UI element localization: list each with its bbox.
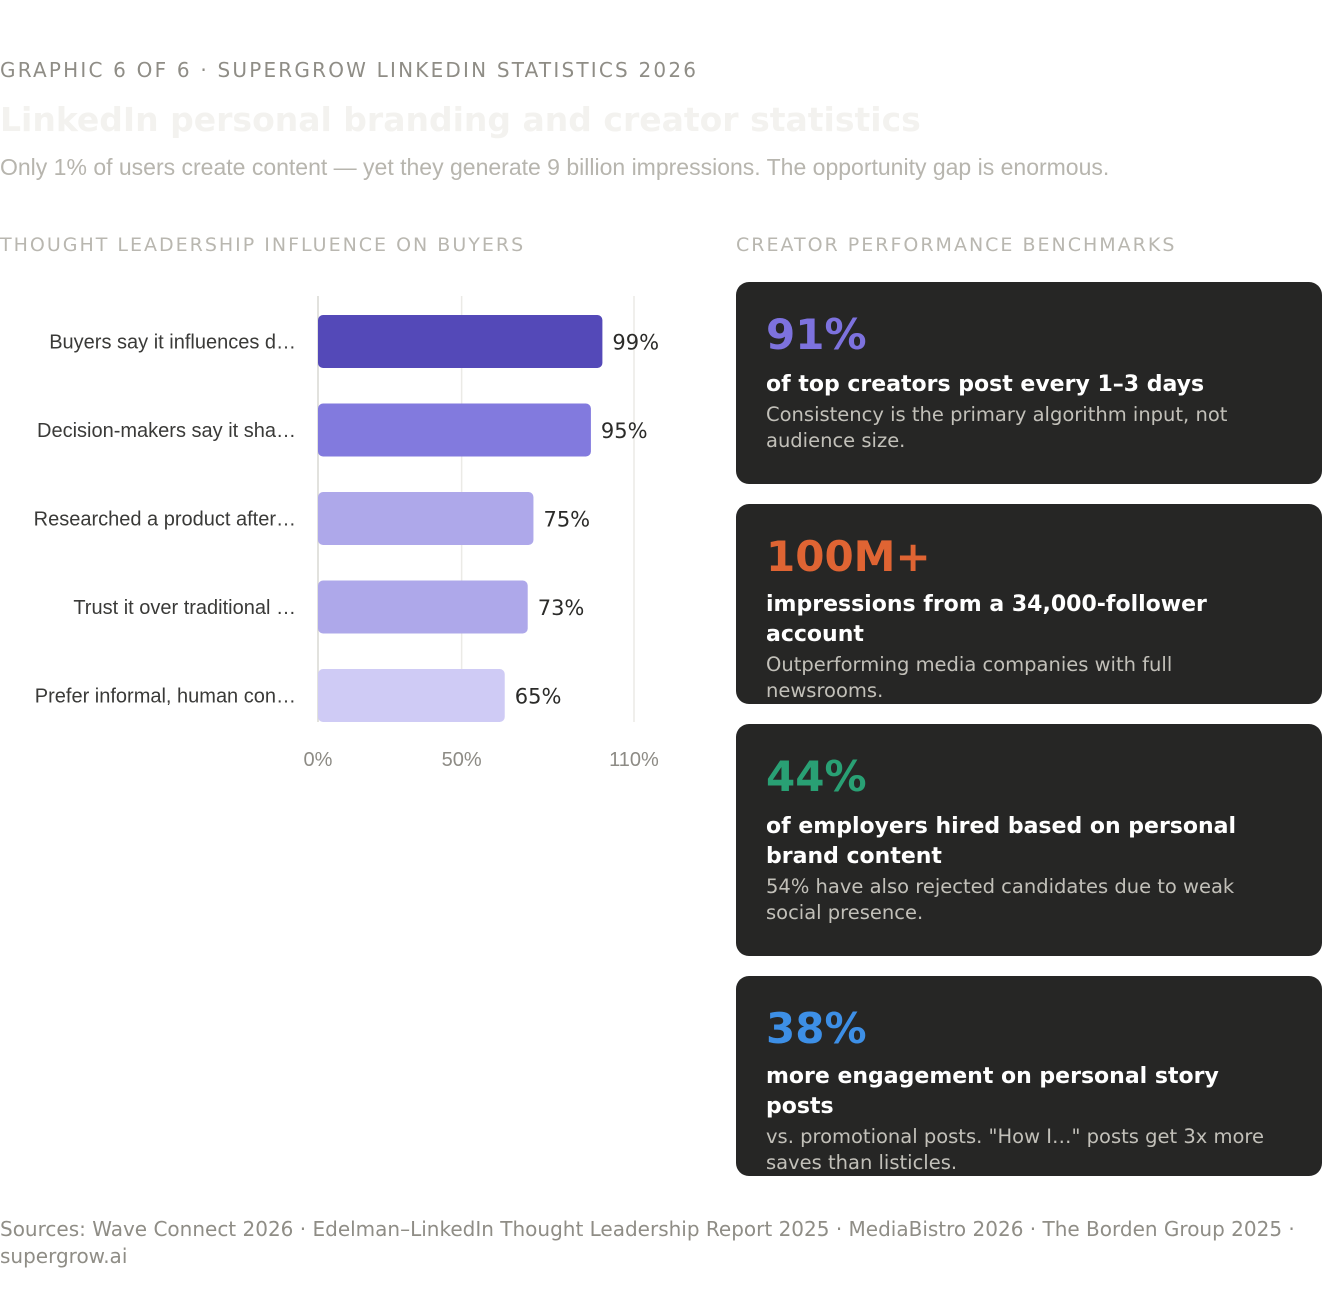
benchmark-headline: of top creators post every 1–3 days Cons… xyxy=(766,370,1292,454)
value-label: 73% xyxy=(538,596,585,620)
value-label: 99% xyxy=(612,331,659,355)
benchmark-stat: 91% xyxy=(766,310,867,359)
benchmark-description: vs. promotional posts. "How I…" posts ge… xyxy=(766,1125,1264,1174)
benchmark-description: Outperforming media companies with full … xyxy=(766,653,1173,702)
page-title: LinkedIn personal branding and creator s… xyxy=(0,100,921,139)
value-label: 75% xyxy=(543,508,590,532)
benchmark-stat: 38% xyxy=(766,1004,867,1053)
benchmark-card-1: 91% of top creators post every 1–3 days … xyxy=(736,282,1322,484)
influence-bar-chart: 0% 50% 110% Buyers say it influences d… 99% D… xyxy=(34,296,659,771)
category-label: Prefer informal, human con… xyxy=(35,686,296,708)
benchmark-headline-text: of employers hired based on personal bra… xyxy=(766,814,1237,869)
benchmark-card-3: 44% of employers hired based on personal… xyxy=(736,724,1322,956)
bar xyxy=(318,315,603,368)
benchmark-card-4: 38% more engagement on personal story po… xyxy=(736,976,1322,1176)
benchmark-headline-text: of top creators post every 1–3 days xyxy=(766,372,1205,397)
benchmark-headline: impressions from a 34,000-follower accou… xyxy=(766,590,1292,704)
bar xyxy=(318,492,534,545)
benchmark-headline-text: impressions from a 34,000-follower accou… xyxy=(766,592,1207,647)
benchmark-description: Consistency is the primary algorithm inp… xyxy=(766,403,1228,452)
category-label: Decision-makers say it sha… xyxy=(37,420,296,442)
x-tick-label: 0% xyxy=(304,749,333,771)
category-label: Buyers say it influences d… xyxy=(49,332,296,354)
value-label: 65% xyxy=(515,685,562,709)
benchmark-stat: 44% xyxy=(766,752,867,801)
page-subtitle: Only 1% of users create content — yet th… xyxy=(0,154,1110,180)
chart-section-label: THOUGHT LEADERSHIP INFLUENCE ON BUYERS xyxy=(0,234,526,256)
eyebrow: GRAPHIC 6 OF 6 · SUPERGROW LINKEDIN STAT… xyxy=(0,58,699,82)
benchmark-description: 54% have also rejected candidates due to… xyxy=(766,875,1235,924)
benchmarks-section-label: CREATOR PERFORMANCE BENCHMARKS xyxy=(736,234,1177,256)
benchmark-headline-text: more engagement on personal story posts xyxy=(766,1064,1219,1119)
benchmark-card-2: 100M+ impressions from a 34,000-follower… xyxy=(736,504,1322,704)
sources-footnote: Sources: Wave Connect 2026 · Edelman–Lin… xyxy=(0,1217,1295,1268)
x-tick-label: 50% xyxy=(442,749,482,771)
benchmark-headline: of employers hired based on personal bra… xyxy=(766,812,1292,926)
bar xyxy=(318,580,528,634)
benchmark-stat: 100M+ xyxy=(766,532,931,581)
bar xyxy=(318,403,591,457)
bar xyxy=(318,669,505,722)
category-label: Trust it over traditional … xyxy=(73,597,296,619)
x-tick-label: 110% xyxy=(609,749,659,771)
benchmark-headline: more engagement on personal story posts … xyxy=(766,1062,1292,1176)
value-label: 95% xyxy=(601,419,648,443)
category-label: Researched a product after… xyxy=(34,509,296,531)
